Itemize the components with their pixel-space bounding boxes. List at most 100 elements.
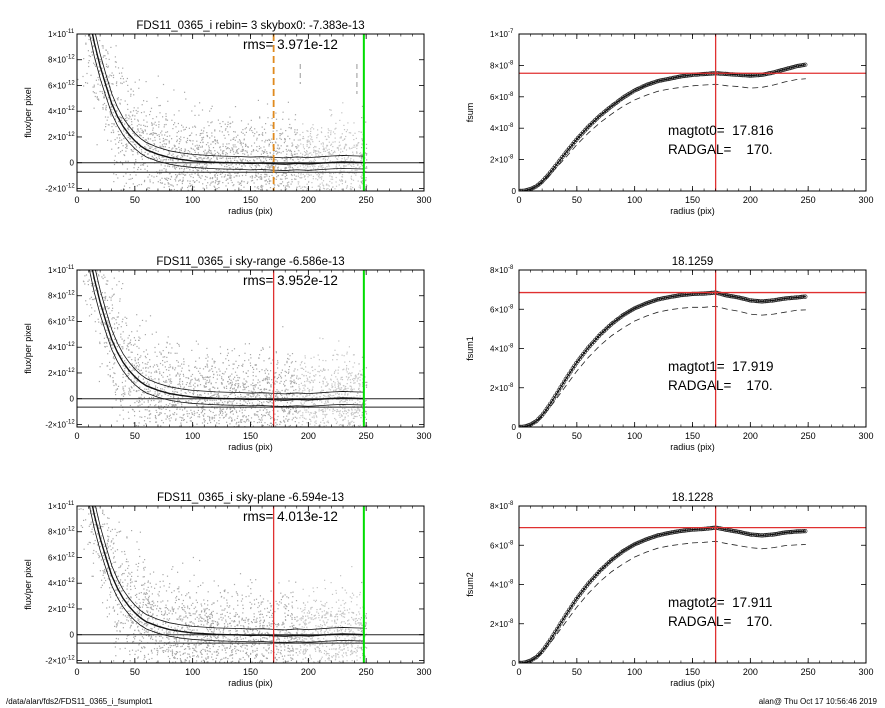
scatter-point xyxy=(107,353,109,355)
scatter-point xyxy=(168,165,171,168)
scatter-point xyxy=(342,404,345,406)
scatter-point xyxy=(230,161,232,163)
scatter-point xyxy=(113,384,115,387)
scatter-point xyxy=(211,358,213,360)
scatter-point xyxy=(91,21,92,22)
scatter-point xyxy=(101,276,103,278)
scatter-point xyxy=(243,181,245,183)
scatter-point xyxy=(354,172,356,175)
scatter-point xyxy=(251,151,253,153)
scatter-point xyxy=(109,86,111,88)
scatter-point xyxy=(347,368,350,370)
scatter-point xyxy=(110,131,112,134)
scatter-point xyxy=(258,148,260,150)
scatter-point xyxy=(269,180,271,182)
scatter-point xyxy=(190,409,192,411)
scatter-point xyxy=(108,323,110,325)
scatter-point xyxy=(338,154,341,156)
scatter-point xyxy=(195,360,197,362)
scatter-point xyxy=(234,157,236,159)
scatter-point xyxy=(192,169,194,172)
scatter-point xyxy=(121,394,123,396)
scatter-point xyxy=(265,179,267,181)
scatter-point xyxy=(348,172,350,174)
scatter-point xyxy=(239,403,241,405)
scatter-point xyxy=(253,135,255,137)
scatter-point xyxy=(98,321,100,323)
scatter-point xyxy=(191,132,193,134)
scatter-point xyxy=(103,308,105,311)
scatter-point xyxy=(315,178,317,180)
scatter-point xyxy=(209,159,212,161)
scatter-point xyxy=(291,375,293,377)
scatter-point xyxy=(135,362,137,364)
scatter-point xyxy=(146,100,148,102)
scatter-point xyxy=(211,428,212,429)
scatter-point xyxy=(285,156,287,158)
scatter-point xyxy=(180,149,182,152)
scatter-point xyxy=(291,440,292,441)
scatter-point xyxy=(175,177,177,179)
scatter-point xyxy=(239,140,241,142)
scatter-point xyxy=(288,192,289,193)
scatter-point xyxy=(206,170,208,172)
scatter-point xyxy=(168,185,170,188)
scatter-point xyxy=(126,117,128,119)
scatter-point xyxy=(162,140,164,142)
scatter-point xyxy=(245,372,248,374)
scatter-point xyxy=(161,395,163,397)
scatter-point xyxy=(315,146,317,148)
scatter-point xyxy=(127,372,129,375)
scatter-point xyxy=(93,92,95,94)
scatter-point xyxy=(105,106,107,108)
scatter-point xyxy=(274,141,277,143)
scatter-point xyxy=(302,395,304,397)
scatter-point xyxy=(366,159,368,161)
scatter-point xyxy=(226,194,227,195)
scatter-point xyxy=(97,318,99,320)
profile-line xyxy=(91,34,364,165)
scatter-point xyxy=(127,160,129,162)
scatter-point xyxy=(343,389,345,391)
scatter-point xyxy=(240,160,242,162)
scatter-point xyxy=(297,166,299,168)
scatter-point xyxy=(176,139,178,141)
scatter-point xyxy=(318,359,320,361)
scatter-point xyxy=(232,169,234,171)
scatter-point xyxy=(200,412,202,414)
scatter-point xyxy=(234,139,236,141)
scatter-point xyxy=(324,369,326,371)
scatter-point xyxy=(201,145,203,147)
scatter-point xyxy=(109,339,111,341)
scatter-point xyxy=(247,370,249,372)
scatter-point xyxy=(144,125,146,127)
scatter-point xyxy=(212,177,214,179)
scatter-point xyxy=(157,172,159,174)
scatter-point xyxy=(330,178,332,180)
scatter-point xyxy=(175,418,177,420)
scatter-point xyxy=(136,131,138,133)
scatter-point xyxy=(341,179,343,181)
scatter-point xyxy=(133,389,135,391)
scatter-point xyxy=(240,182,242,185)
x-tick-label: 150 xyxy=(685,195,700,205)
scatter-point xyxy=(340,172,342,174)
scatter-point xyxy=(196,401,198,403)
scatter-point xyxy=(197,400,200,402)
scatter-point xyxy=(345,144,348,146)
scatter-point xyxy=(227,131,229,133)
scatter-point xyxy=(336,411,338,413)
scatter-point xyxy=(214,143,217,145)
scatter-point xyxy=(306,156,308,158)
scatter-point xyxy=(310,170,312,172)
scatter-point xyxy=(258,357,260,359)
scatter-point xyxy=(158,135,160,138)
scatter-point xyxy=(131,359,133,361)
scatter-point xyxy=(126,103,129,106)
scatter-point xyxy=(176,140,178,143)
scatter-point xyxy=(322,389,324,391)
scatter-point xyxy=(361,158,363,160)
scatter-point xyxy=(111,344,113,346)
scatter-point xyxy=(111,123,113,125)
scatter-point xyxy=(175,429,176,430)
